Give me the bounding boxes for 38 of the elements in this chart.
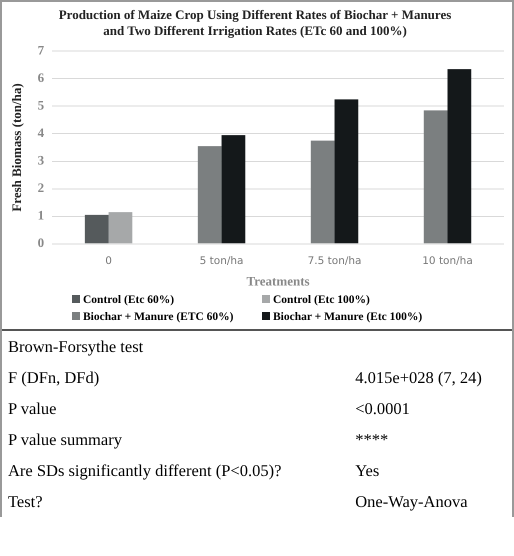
- y-tick-label: 2: [38, 180, 44, 196]
- bar: [222, 135, 246, 244]
- text: Are SDs significantly different (P<0.05)?: [7, 460, 282, 482]
- x-axis-title: Treatments: [246, 274, 310, 289]
- bar: [334, 99, 358, 244]
- legend-label: Biochar + Manure (Etc 100%): [272, 311, 424, 323]
- text: Brown-Forsythe test: [7, 336, 144, 358]
- text: <0.0001: [354, 398, 411, 420]
- x-tick-label: 7.5 ton/ha: [308, 254, 362, 267]
- y-tick-label: 7: [38, 42, 45, 58]
- legend-label: Control (Etc 60%): [82, 294, 176, 306]
- bar: [84, 214, 109, 244]
- text: Test?: [7, 490, 44, 512]
- y-tick-label: 1: [38, 208, 44, 223]
- x-tick-label: 0: [105, 254, 112, 267]
- bar: [424, 110, 448, 244]
- bar: [448, 69, 472, 244]
- legend-label: Biochar + Manure (ETC 60%): [82, 311, 235, 323]
- text: One-Way-Anova: [354, 490, 469, 513]
- y-axis-title: Fresh Biomass (ton/ha): [9, 83, 24, 212]
- text: Yes: [354, 460, 380, 482]
- text: P value summary: [7, 428, 123, 451]
- text: 4.015e+028 (7, 24): [354, 366, 483, 388]
- y-tick-label: 5: [38, 98, 45, 113]
- text: P value: [7, 398, 58, 420]
- text: F (DFn, DFd): [7, 366, 100, 388]
- y-tick-label: 6: [38, 70, 45, 86]
- legend-label: Control (Etc 100%): [272, 294, 371, 306]
- y-tick-label: 4: [38, 125, 45, 140]
- y-tick-label: 0: [38, 235, 44, 250]
- bar: [108, 212, 132, 244]
- x-tick-label: 10 ton/ha: [422, 254, 473, 267]
- x-tick-label: 5 ton/ha: [200, 254, 244, 267]
- bar: [198, 146, 222, 244]
- y-tick-label: 3: [38, 152, 45, 168]
- chart-title: Production of Maize Crop Using Different Rates of Biochar + Manures and Two Different Irrigation Rates (ETc 60 and 100%): [58, 7, 452, 38]
- bar: [310, 140, 335, 244]
- text: ****: [354, 428, 390, 450]
